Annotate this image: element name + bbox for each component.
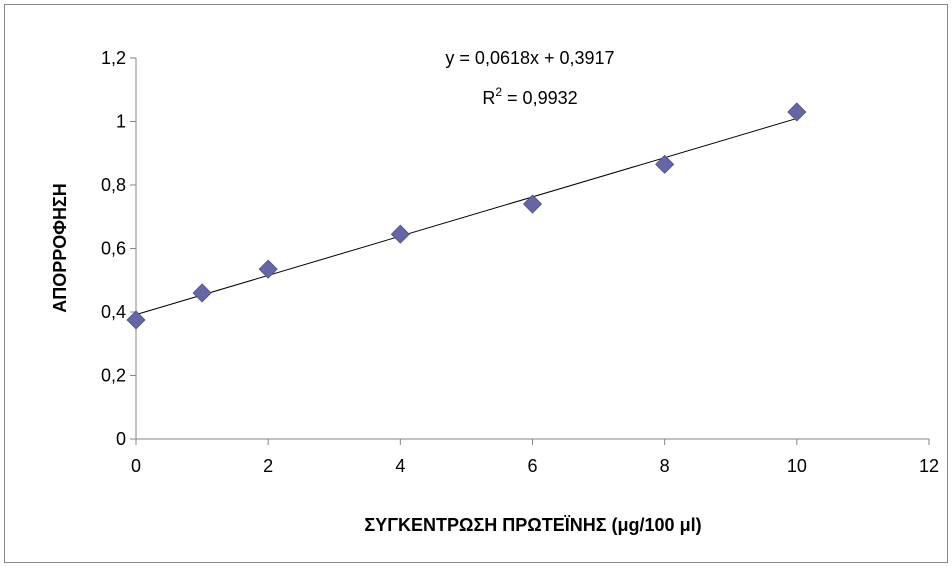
data-point [126,310,146,330]
x-tick-label: 2 [263,456,273,476]
y-axis-title: ΑΠΟΡΡΟΦΗΣΗ [50,183,70,313]
y-tick-label: 0,4 [101,302,126,322]
data-point [522,194,543,214]
y-tick-label: 0 [116,429,126,449]
data-point [258,259,278,279]
data-point [390,224,410,244]
x-tick-label: 0 [131,456,141,476]
x-tick-label: 8 [660,456,670,476]
trendline-equation: y = 0,0618x + 0,3917 [445,48,614,68]
chart-area [4,4,948,563]
y-tick-label: 0,6 [101,239,126,259]
x-axis-title: ΣΥΓΚΕΝΤΡΩΣΗ ΠΡΩΤΕΪΝΗΣ (μg/100 μl) [364,515,701,535]
x-tick-label: 12 [919,456,939,476]
data-point [192,283,212,303]
x-tick-label: 4 [395,456,405,476]
x-tick-label: 10 [787,456,807,476]
y-tick-label: 0,2 [101,366,126,386]
r-squared-label: R2 = 0,9932 [482,85,577,108]
data-points [126,102,807,330]
y-tick-label: 1 [116,112,126,132]
y-ticks: 0 0,2 0,4 0,6 0,8 1 1,2 [101,48,136,449]
data-point [655,154,675,174]
axes [135,58,929,440]
x-tick-label: 6 [527,456,537,476]
y-tick-label: 1,2 [101,48,126,68]
trendline [135,117,797,316]
y-tick-label: 0,8 [101,175,126,195]
x-ticks: 0 2 4 6 8 10 12 [131,439,939,476]
data-point [787,102,807,122]
